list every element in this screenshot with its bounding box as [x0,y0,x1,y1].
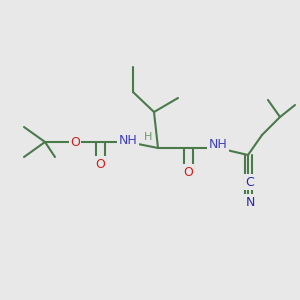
Text: H: H [144,132,152,142]
Text: NH: NH [118,134,137,148]
Text: C: C [246,176,254,188]
Text: N: N [245,196,255,208]
Text: O: O [183,166,193,178]
Text: O: O [95,158,105,170]
Text: O: O [70,136,80,148]
Text: NH: NH [208,139,227,152]
